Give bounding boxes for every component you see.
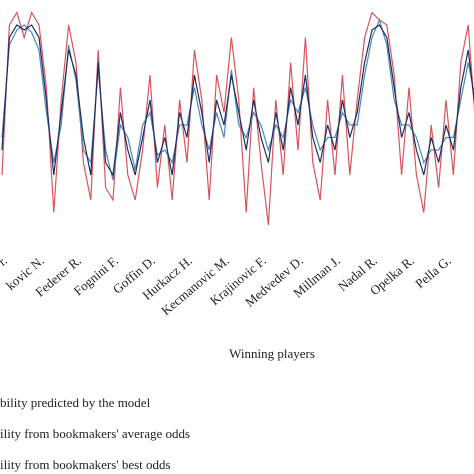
series-line	[1, 18, 474, 181]
legend-label: ility from bookmakers' average odds	[0, 426, 190, 441]
series-line	[1, 24, 474, 177]
legend-label: bility predicted by the model	[0, 395, 151, 410]
x-tick-label: Pella G.	[412, 253, 454, 291]
legend-label: ility from bookmakers' best odds	[0, 457, 171, 472]
x-tick-label: r.	[0, 253, 10, 269]
x-axis-label: Winning players	[229, 346, 315, 361]
